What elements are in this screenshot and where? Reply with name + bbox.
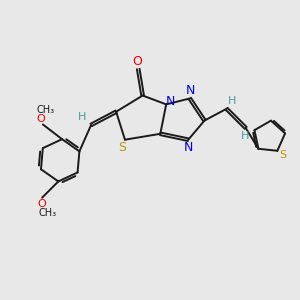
Text: O: O — [132, 55, 142, 68]
Text: O: O — [36, 114, 45, 124]
Text: S: S — [118, 141, 127, 154]
Text: S: S — [279, 150, 286, 160]
Text: CH₃: CH₃ — [39, 208, 57, 218]
Text: H: H — [241, 131, 249, 141]
Text: CH₃: CH₃ — [36, 105, 54, 115]
Text: N: N — [184, 141, 194, 154]
Text: N: N — [186, 84, 195, 97]
Text: O: O — [37, 199, 46, 209]
Text: H: H — [77, 112, 86, 122]
Text: H: H — [228, 96, 237, 106]
Text: N: N — [166, 95, 175, 108]
